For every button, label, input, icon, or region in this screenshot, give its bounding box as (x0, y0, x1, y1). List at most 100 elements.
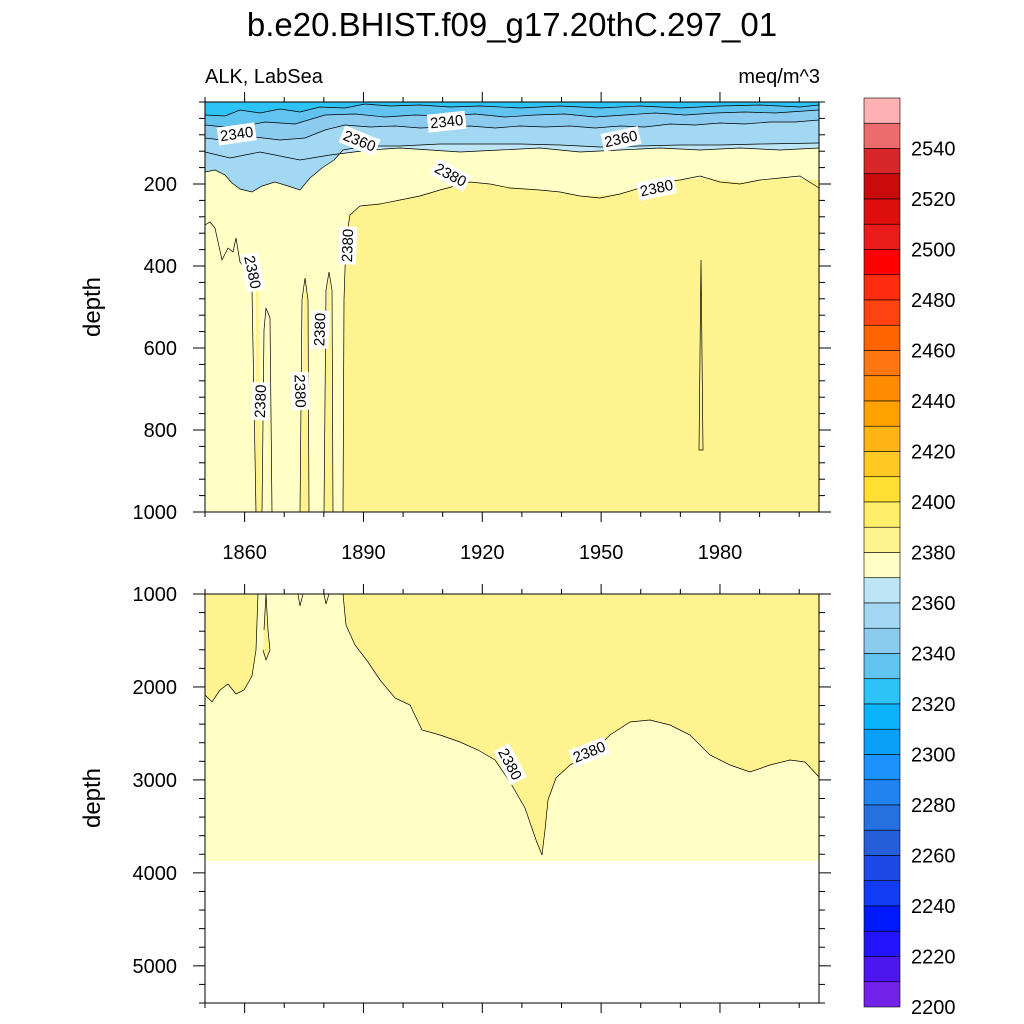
colorbar-label: 2220 (911, 947, 956, 969)
colorbar-swatch (863, 526, 901, 553)
colorbar-swatch (863, 981, 901, 1008)
colorbar-label: 2460 (911, 341, 956, 363)
contour-line (323, 271, 334, 513)
colorbar-swatch (863, 375, 901, 402)
y-tick-label: 2000 (133, 677, 178, 699)
x-tick-label: 1920 (460, 542, 505, 564)
colorbar-swatch (863, 501, 901, 528)
contour-line (297, 593, 304, 607)
colorbar: 2540 2520 2500 2480 2460 2440 2420 2400 2380 2360… (863, 97, 956, 1019)
chart-title: b.e20.BHIST.f09_g17.20thC.297_01 (247, 6, 777, 43)
units-subtitle: meq/m^3 (738, 66, 820, 88)
lower-panel-ticks: 1000 2000 3000 4000 5000 (133, 584, 831, 1013)
colorbar-label: 2320 (911, 694, 956, 716)
contour-line (342, 593, 820, 856)
colorbar-swatch (863, 274, 901, 301)
contour-label: 2380 (239, 251, 266, 293)
colorbar-swatch (863, 400, 901, 427)
contour-label-text: 2380 (252, 384, 270, 418)
colorbar-swatch (863, 350, 901, 377)
colorbar-swatch (863, 425, 901, 452)
contour-label-text: 2380 (290, 374, 308, 408)
fill-2320-2330 (205, 102, 819, 116)
contour-label: 2360 (600, 126, 642, 152)
y-tick-label: 3000 (133, 770, 178, 792)
contour-label-text: 2340 (219, 124, 254, 145)
contour-label: 2380 (310, 310, 330, 349)
contour-label-background (239, 251, 266, 293)
contour-label-background (568, 736, 611, 768)
contour-label-text: 2380 (339, 229, 357, 263)
upper-panel-fills (205, 102, 819, 512)
colorbar-swatch (863, 653, 901, 680)
contour-label-text: 2340 (429, 112, 464, 132)
contour-label: 2340 (426, 110, 467, 133)
variable-subtitle: ALK, LabSea (205, 66, 324, 88)
lower-panel-contour-lines (204, 593, 820, 856)
contour-label-background (426, 110, 467, 133)
y-tick-label: 400 (144, 256, 177, 278)
y-tick-label: 5000 (133, 956, 178, 978)
colorbar-swatch (863, 804, 901, 831)
contour-label-background (600, 126, 642, 152)
y-tick-label: 1000 (133, 502, 178, 524)
contour-label: 2380 (290, 371, 310, 411)
fill-2380-2390 (343, 594, 819, 855)
colorbar-swatch (863, 829, 901, 856)
contour-label-text: 2380 (311, 313, 329, 347)
x-tick-label: 1980 (698, 542, 743, 564)
colorbar-swatch (863, 122, 901, 149)
colorbar-swatch (863, 905, 901, 932)
colorbar-label: 2360 (911, 593, 956, 615)
colorbar-swatch (863, 97, 901, 124)
contour-label: 2380 (250, 381, 271, 421)
upper-y-axis-label: depth (79, 277, 106, 337)
upper-panel-ticks: 1860 1890 1920 1950 1980 200 400 600 800 1000 (133, 92, 831, 564)
y-tick-label: 4000 (133, 863, 178, 885)
contour-line (204, 109, 820, 129)
colorbar-swatch (863, 552, 901, 579)
colorbar-swatch (863, 198, 901, 225)
colorbar-label: 2280 (911, 795, 956, 817)
colorbar-label: 2300 (911, 745, 956, 767)
x-tick-label: 1860 (222, 542, 267, 564)
colorbar-label: 2260 (911, 846, 956, 868)
contour-line (204, 103, 820, 117)
contour-label-text: 2360 (603, 128, 639, 152)
contour-label-background (493, 743, 527, 786)
colorbar-swatch (863, 577, 901, 604)
contour-label-background (310, 310, 330, 349)
colorbar-swatch (863, 703, 901, 730)
contour-line (204, 119, 820, 142)
colorbar-label: 2340 (911, 644, 956, 666)
colorbar-label: 2200 (911, 997, 956, 1019)
colorbar-swatch (863, 324, 901, 351)
upper-panel-frame (204, 101, 820, 513)
lower-panel-frame (204, 593, 820, 1004)
colorbar-swatch (863, 930, 901, 957)
contour-line (204, 147, 820, 161)
fill-2380-2390 (263, 594, 270, 660)
upper-panel-contour-lines (204, 103, 820, 513)
colorbar-swatch (863, 956, 901, 983)
colorbar-swatch (863, 299, 901, 326)
contour-label: 2380 (337, 226, 358, 265)
colorbar-label: 2240 (911, 896, 956, 918)
y-tick-label: 1000 (133, 584, 178, 606)
colorbar-swatch (863, 249, 901, 276)
contour-line (698, 259, 704, 451)
fill-2330-2340 (205, 102, 819, 128)
colorbar-swatch (863, 173, 901, 200)
y-tick-label: 600 (144, 338, 177, 360)
colorbar-swatch (863, 451, 901, 478)
contour-label-background (338, 125, 381, 157)
colorbar-swatch (863, 754, 901, 781)
no-data-region (205, 861, 819, 1003)
colorbar-swatch (863, 223, 901, 250)
x-tick-label: 1890 (341, 542, 386, 564)
contour-label-background (429, 158, 472, 192)
colorbar-label: 2380 (911, 543, 956, 565)
